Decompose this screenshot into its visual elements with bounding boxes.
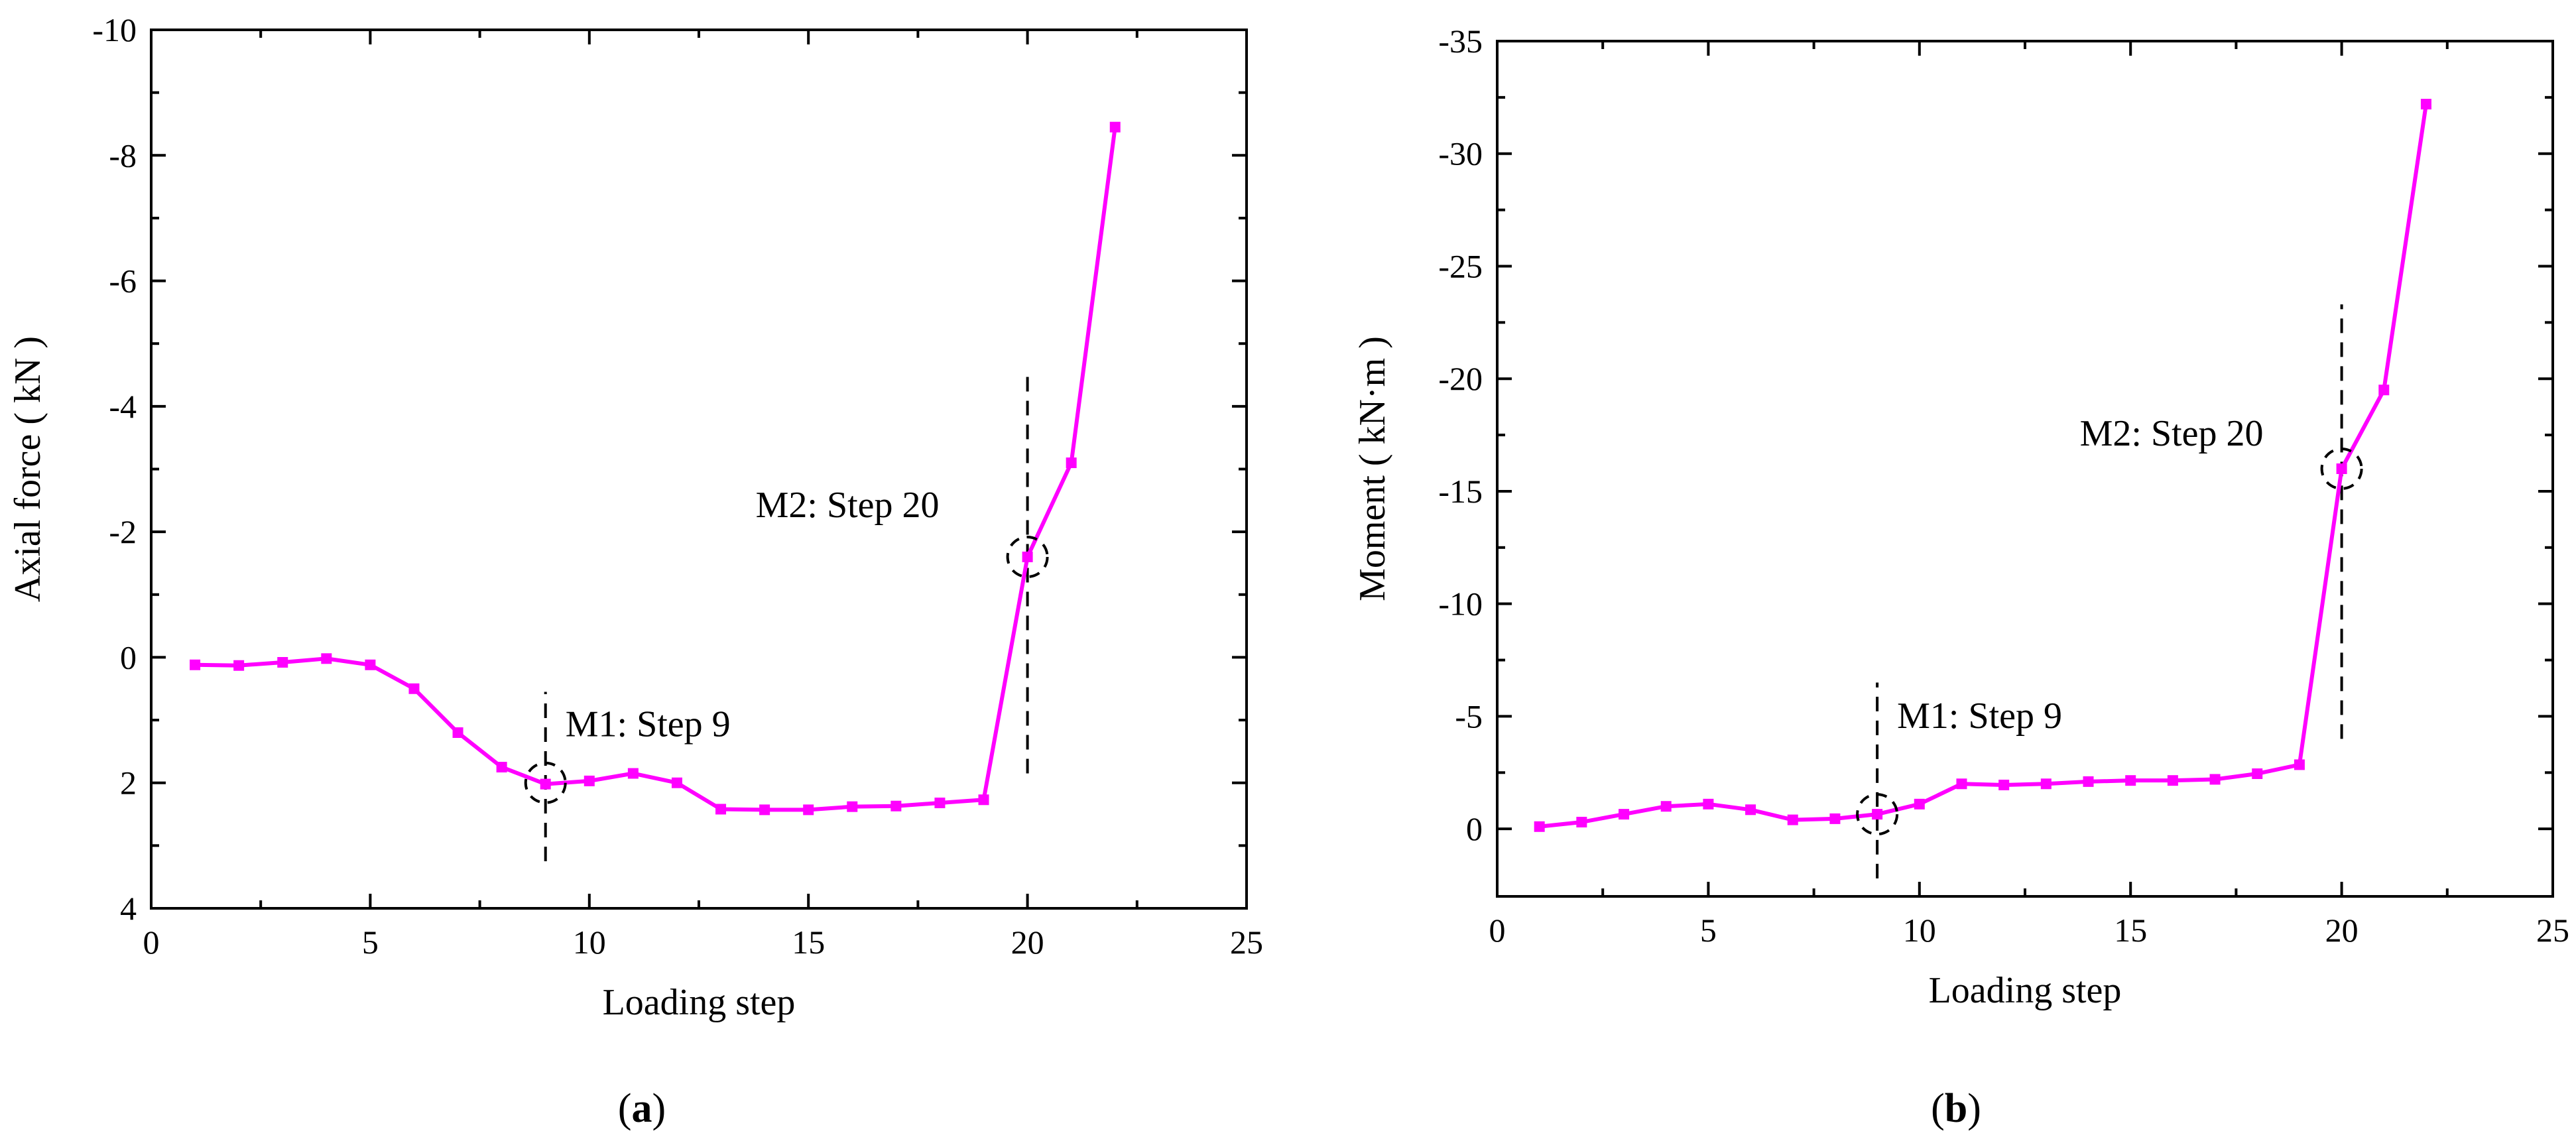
annotation-label: M1: Step 9 [566, 704, 731, 745]
data-point-marker [540, 778, 551, 790]
data-point-marker [1660, 801, 1672, 812]
y-tick-label: -35 [1438, 23, 1483, 60]
data-series-line [195, 127, 1117, 812]
annotation-label: M2: Step 20 [2080, 413, 2264, 454]
x-tick-label: 15 [792, 924, 825, 961]
data-point-marker [1956, 778, 1967, 790]
x-axis-title: Loading step [1929, 970, 2122, 1011]
y-axis-title: Axial force ( kN ) [7, 336, 48, 602]
data-point-marker [759, 804, 770, 815]
data-point-marker [365, 659, 376, 670]
data-point-marker [2336, 463, 2347, 474]
x-tick-label: 10 [1903, 912, 1936, 949]
plot-frame [1496, 40, 2554, 898]
data-point-marker [1109, 121, 1121, 133]
y-tick-label: -20 [1438, 360, 1483, 397]
annotation-highlight-circle [1006, 536, 1049, 578]
y-tick-label: 0 [120, 638, 137, 676]
data-point-marker [2083, 776, 2094, 787]
y-tick-label: 2 [120, 764, 137, 802]
data-point-marker [1576, 816, 1587, 827]
y-tick-label: -15 [1438, 473, 1483, 510]
x-tick-label: 15 [2114, 912, 2147, 949]
y-axis-title: Moment ( kN·m ) [1352, 336, 1393, 601]
x-tick-label: 0 [1489, 912, 1506, 949]
data-point-marker [1914, 798, 1925, 810]
panel-label-b: (b) [1931, 1086, 1981, 1131]
x-tick-label: 20 [2325, 912, 2359, 949]
data-point-marker [671, 777, 682, 788]
data-point-marker [890, 800, 902, 812]
data-point-marker [1745, 804, 1756, 815]
x-tick-label: 5 [362, 924, 379, 961]
data-point-marker [803, 804, 814, 815]
x-tick-label: 20 [1011, 924, 1044, 961]
data-point-marker [2378, 385, 2390, 396]
x-tick-label: 25 [2536, 912, 2569, 949]
data-point-marker [583, 775, 595, 786]
y-tick-label: -4 [109, 388, 137, 425]
data-point-marker [2420, 99, 2431, 110]
data-point-marker [1703, 798, 1714, 810]
data-point-marker [452, 727, 463, 738]
y-tick-label: -8 [109, 137, 137, 174]
y-tick-label: -6 [109, 263, 137, 300]
data-point-marker [277, 657, 288, 668]
data-point-marker [1872, 809, 1883, 820]
data-point-marker [1066, 457, 1077, 469]
panel-label-a: (a) [618, 1086, 666, 1131]
data-point-marker [2040, 778, 2052, 790]
y-tick-label: -30 [1438, 135, 1483, 172]
data-point-marker [1787, 814, 1798, 825]
y-tick-label: -10 [92, 11, 137, 48]
data-point-marker [2294, 759, 2305, 770]
data-point-marker [715, 804, 727, 815]
data-point-marker [321, 653, 332, 664]
data-point-marker [1534, 821, 1545, 832]
y-tick-label: -25 [1438, 247, 1483, 284]
data-point-marker [978, 794, 989, 806]
chart-panel-b: 0 5 10 15 20 25 0 -5 -10 -15 -20 -25 -30 -35 Loading s… [1352, 23, 2569, 1011]
data-point-marker [627, 768, 639, 779]
data-point-marker [934, 798, 946, 808]
data-point-marker [2252, 768, 2263, 779]
annotation-highlight-circle [2320, 448, 2363, 490]
y-tick-label: -5 [1455, 697, 1483, 735]
data-series-line [1539, 103, 2428, 829]
data-point-marker [1022, 552, 1033, 562]
y-tick-label: 0 [1466, 810, 1483, 847]
y-tick-label: -2 [109, 513, 137, 550]
x-tick-label: 25 [1230, 924, 1263, 961]
data-point-marker [233, 660, 245, 671]
y-tick-label: -10 [1438, 585, 1483, 623]
data-point-marker [2125, 775, 2136, 786]
x-tick-label: 10 [573, 924, 606, 961]
annotation-label: M2: Step 20 [756, 485, 940, 526]
y-tick-label: 4 [120, 890, 137, 927]
data-point-marker [190, 659, 201, 670]
data-point-marker [2209, 774, 2221, 785]
data-point-marker [1619, 809, 1630, 820]
data-point-marker [1829, 813, 1841, 824]
plot-frame [150, 29, 1248, 910]
data-point-marker [2167, 775, 2178, 786]
data-point-marker [1998, 779, 2010, 790]
data-point-marker [496, 762, 507, 773]
x-tick-label: 5 [1700, 912, 1717, 949]
annotation-label: M1: Step 9 [1897, 695, 2062, 737]
data-point-marker [847, 801, 858, 812]
annotation-highlight-circle [1856, 793, 1899, 836]
x-tick-label: 0 [143, 924, 160, 961]
data-point-marker [408, 683, 420, 694]
annotation-highlight-circle [524, 761, 567, 804]
x-axis-title: Loading step [603, 982, 796, 1023]
